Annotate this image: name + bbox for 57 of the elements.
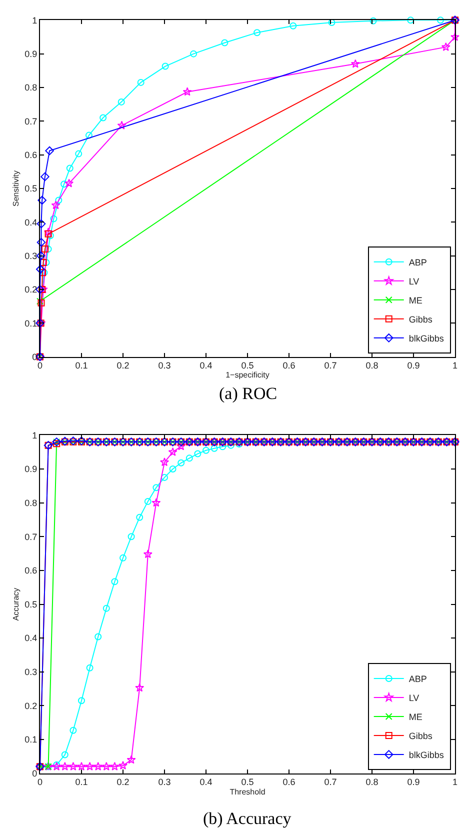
x-tick-label: 0.7 (324, 360, 337, 371)
y-tick-label: 0.2 (24, 700, 38, 711)
x-tick-label: 0.8 (366, 777, 378, 788)
x-tick-label: 1 (452, 777, 458, 788)
legend-label: LV (408, 276, 420, 286)
x-tick-label: 0.1 (75, 360, 88, 371)
y-tick-label: 0.6 (24, 566, 38, 576)
x-tick-label: 0.4 (200, 777, 212, 788)
y-tick-label: 0 (32, 768, 38, 779)
x-tick-label: 0.6 (282, 360, 296, 371)
x-tick-label: 0.3 (158, 360, 171, 371)
y-tick-label: 0.1 (24, 734, 38, 745)
y-tick-label: 0.1 (24, 318, 38, 328)
x-tick-label: 0.1 (75, 777, 88, 788)
y-tick-label: 0.5 (24, 599, 38, 610)
y-tick-label: 0.8 (24, 82, 38, 93)
legend-label: ME (408, 295, 422, 306)
y-tick-label: 0.3 (24, 667, 38, 678)
text: (b) Accuracy (203, 809, 292, 828)
y-tick-label: 0.7 (24, 532, 38, 542)
x-axis-title: Threshold (230, 787, 266, 796)
legend-label: ME (408, 712, 422, 722)
x-tick-label: 1 (452, 360, 458, 371)
y-tick-label: 1 (32, 430, 38, 440)
legend-label: Gibbs (408, 730, 433, 741)
y-tick-label: 0.2 (24, 284, 38, 295)
y-tick-label: 0.7 (24, 116, 38, 126)
x-tick-label: 0.2 (116, 777, 130, 788)
x-tick-label: 0.5 (241, 777, 254, 788)
x-tick-label: 0.2 (116, 360, 130, 371)
x-tick-label: 0.9 (407, 777, 420, 788)
y-tick-label: 0.6 (24, 150, 38, 160)
legend-label: blkGibbs (408, 750, 444, 760)
y-tick-label: 0.9 (24, 464, 38, 474)
y-tick-label: 0.8 (24, 498, 38, 508)
x-tick-label: 0.5 (241, 360, 254, 371)
legend-label: blkGibbs (408, 333, 444, 344)
x-tick-label: 0.7 (324, 777, 337, 788)
x-tick-label: 0.8 (366, 360, 378, 371)
y-tick-label: 0.3 (24, 250, 38, 261)
x-tick-label: 0.3 (158, 777, 171, 788)
y-axis-title: Sensitivity (11, 170, 20, 206)
text: (a) ROC (219, 384, 278, 403)
x-tick-label: 0.6 (282, 777, 296, 788)
x-tick-label: 0.9 (407, 360, 420, 371)
legend-label: ABP (408, 257, 427, 268)
y-tick-label: 0.5 (24, 184, 38, 194)
x-tick-label: 0.4 (200, 360, 212, 371)
x-axis-title: 1−specificity (226, 370, 270, 380)
y-tick-label: 1 (32, 15, 38, 26)
y-axis-title: Accuracy (11, 588, 20, 621)
legend-label: LV (408, 692, 420, 703)
y-tick-label: 0.4 (24, 633, 38, 644)
legend-label: Gibbs (408, 314, 433, 324)
legend-label: ABP (408, 674, 427, 684)
y-tick-label: 0.9 (24, 48, 38, 59)
y-tick-label: 0.4 (24, 217, 38, 228)
